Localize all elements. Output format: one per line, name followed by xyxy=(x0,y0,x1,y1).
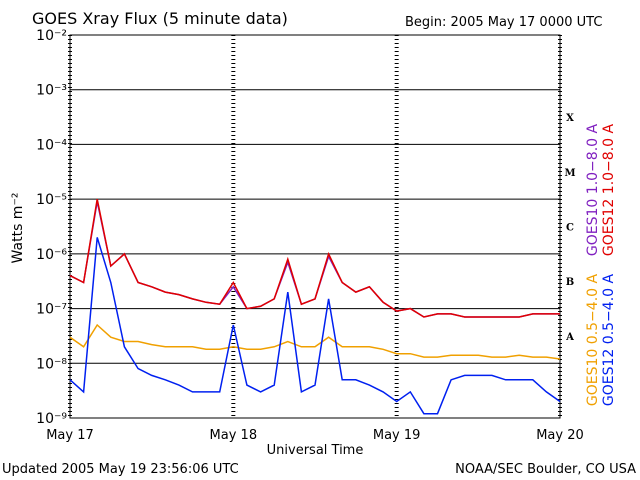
legend-label: GOES10 0.5−4.0 A xyxy=(585,274,601,407)
chart-subtitle: Begin: 2005 May 17 0000 UTC xyxy=(405,15,602,30)
flare-class: M xyxy=(564,168,575,179)
y-tick-label: 10⁻⁹ xyxy=(36,411,67,427)
flare-class: B xyxy=(566,277,574,288)
footer-left: Updated 2005 May 19 23:56:06 UTC xyxy=(2,462,239,477)
y-axis-label: Watts m⁻² xyxy=(10,193,26,264)
x-tick-label: May 20 xyxy=(536,428,584,443)
footer-right: NOAA/SEC Boulder, CO USA xyxy=(455,462,636,477)
plot-frame xyxy=(69,34,561,419)
y-tick-label: 10⁻² xyxy=(36,28,67,44)
flare-class: C xyxy=(566,223,574,234)
series-line xyxy=(69,323,561,360)
series-line xyxy=(69,198,560,318)
legend-label: GOES10 1.0−8.0 A xyxy=(585,124,601,257)
y-tick-label: 10⁻⁸ xyxy=(36,356,67,372)
x-tick-label: May 18 xyxy=(210,428,258,443)
series-line xyxy=(69,237,561,415)
legend-label: GOES12 0.5−4.0 A xyxy=(601,274,617,407)
legend-label: GOES12 1.0−8.0 A xyxy=(601,124,617,257)
y-tick-label: 10⁻⁴ xyxy=(36,137,67,153)
x-tick-label: May 19 xyxy=(373,428,421,443)
y-tick-label: 10⁻⁵ xyxy=(36,192,67,208)
chart-title: GOES Xray Flux (5 minute data) xyxy=(32,9,288,28)
y-tick-label: 10⁻³ xyxy=(36,83,67,99)
x-axis-label: Universal Time xyxy=(267,443,364,458)
flare-class: X xyxy=(566,113,574,124)
y-tick-label: 10⁻⁷ xyxy=(36,302,67,318)
y-tick-label: 10⁻⁶ xyxy=(36,247,67,263)
x-tick-label: May 17 xyxy=(46,428,94,443)
flare-class: A xyxy=(565,332,574,343)
